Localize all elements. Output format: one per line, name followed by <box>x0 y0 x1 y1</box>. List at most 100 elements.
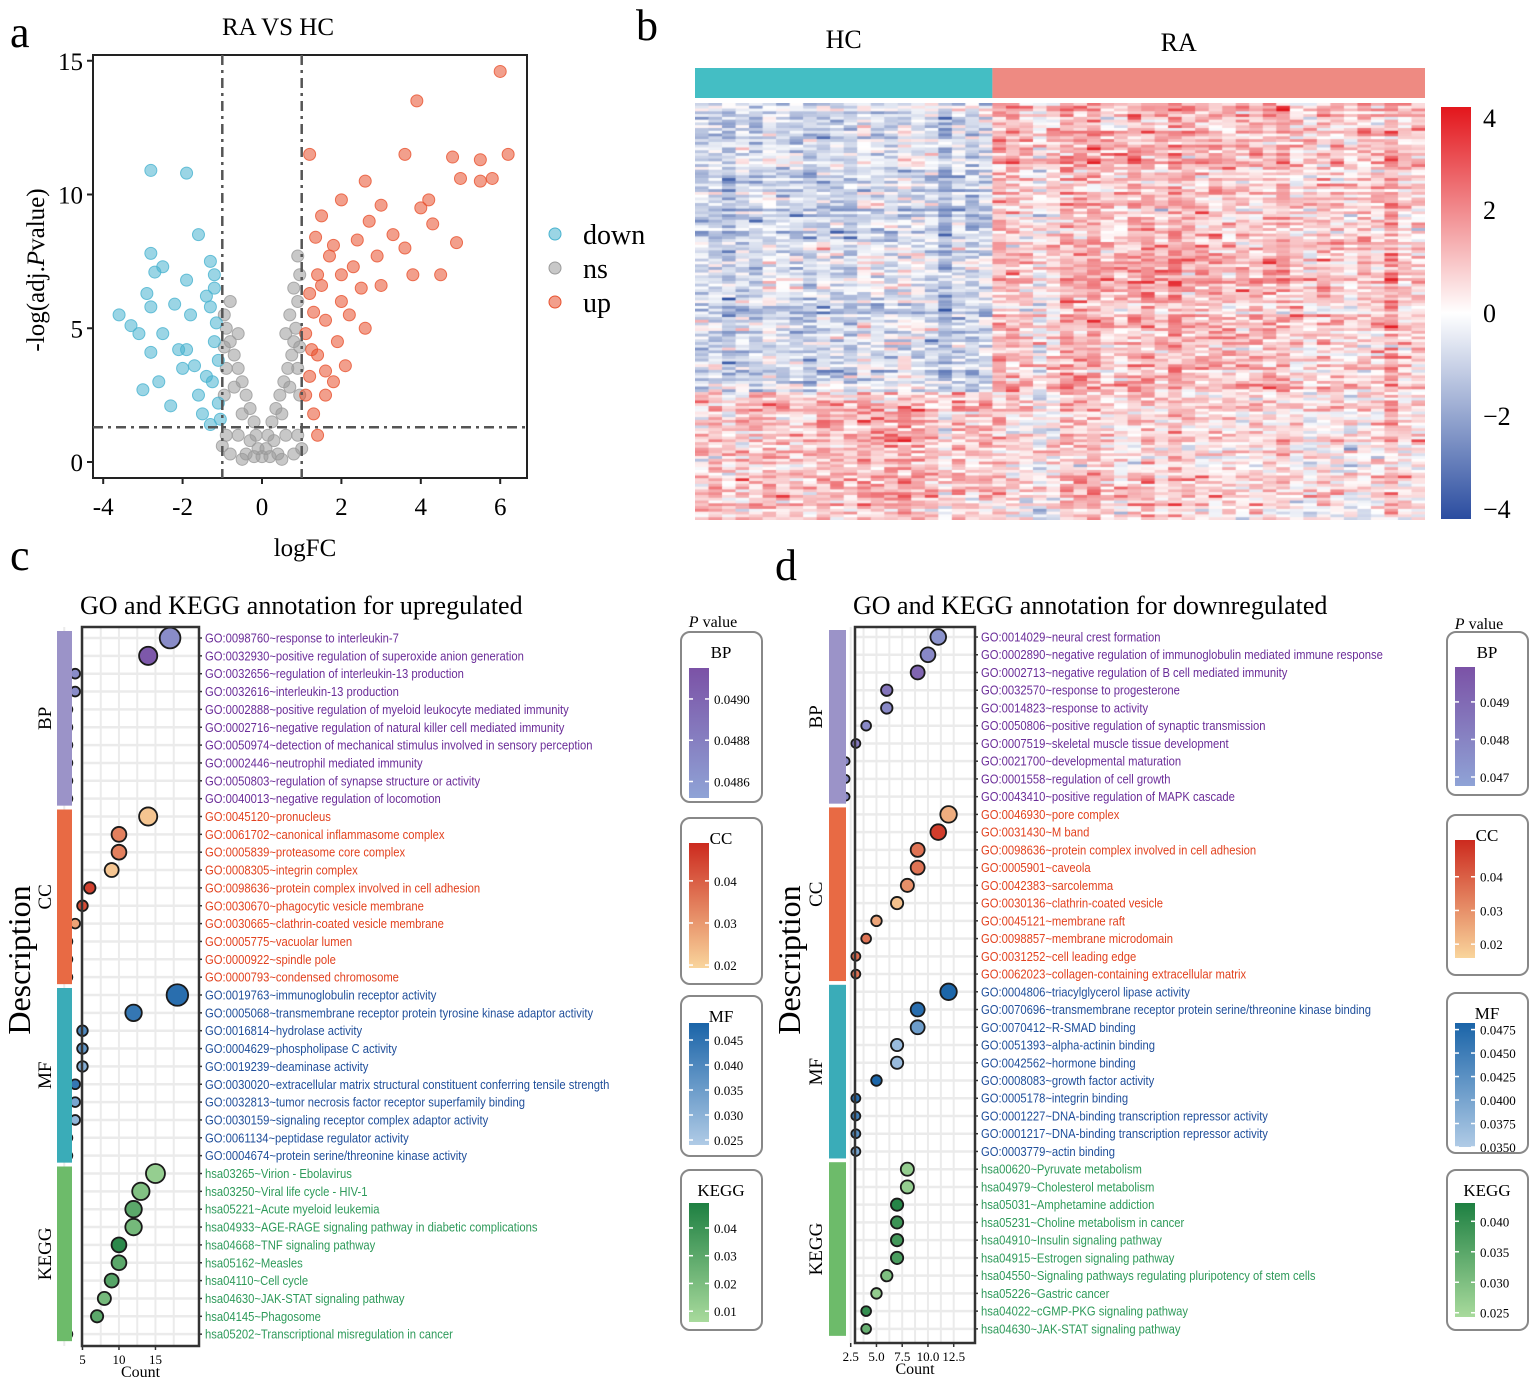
point-down <box>140 286 154 300</box>
term-label: GO:0019763~immunoglobulin receptor activ… <box>205 988 436 1003</box>
point-up <box>299 388 313 402</box>
colorbar-tick-label: 0 <box>1483 299 1496 328</box>
point-up <box>426 217 440 231</box>
point-up <box>322 249 336 263</box>
y-axis-label: Description <box>1 885 37 1034</box>
term-label: GO:0002888~positive regulation of myeloi… <box>205 702 569 717</box>
dot-bp <box>158 626 182 650</box>
point-ns <box>273 388 287 402</box>
plot-frame <box>80 625 201 1348</box>
point-down <box>168 297 182 311</box>
point-down <box>172 343 186 357</box>
legend-box-title: CC <box>1476 826 1499 845</box>
point-down <box>180 273 194 287</box>
term-label: GO:0045121~membrane raft <box>981 914 1126 929</box>
legend-tick-label: 0.047 <box>1480 770 1510 785</box>
point-up <box>307 305 321 319</box>
x-tick-label: 2 <box>335 494 348 521</box>
term-label: GO:0003779~actin binding <box>981 1144 1115 1159</box>
term-label: hsa00620~Pyruvate metabolism <box>981 1162 1142 1177</box>
category-label-mf: MF <box>35 1062 56 1089</box>
point-up <box>303 286 317 300</box>
x-tick-label: 15 <box>149 1352 162 1367</box>
group-bar-RA <box>992 68 1425 98</box>
term-label: hsa04110~Cell cycle <box>205 1274 309 1289</box>
legend-tick-label: 0.01 <box>714 1304 737 1319</box>
dot-kegg <box>890 1250 905 1265</box>
point-up <box>319 388 333 402</box>
point-up <box>326 238 340 252</box>
point-ns <box>287 281 301 295</box>
dotplot-title: GO and KEGG annotation for upregulated <box>80 591 523 620</box>
legend-tick-label: 0.045 <box>714 1033 743 1048</box>
legend-tick-label: 0.04 <box>714 874 737 889</box>
term-label: GO:0050806~positive regulation of synapt… <box>981 719 1265 734</box>
dot-kegg <box>860 1323 872 1335</box>
point-up <box>334 193 348 207</box>
term-label: GO:0014823~response to activity <box>981 701 1148 716</box>
term-label: GO:0001227~DNA-binding transcription rep… <box>981 1109 1268 1124</box>
dotplot-title: GO and KEGG annotation for downregulated <box>853 591 1327 620</box>
term-label: GO:0005839~proteasome core complex <box>205 845 405 860</box>
y-tick-label: 0 <box>71 450 84 477</box>
legend-tick-label: 0.035 <box>714 1083 743 1098</box>
point-up <box>303 369 317 383</box>
point-up <box>422 193 436 207</box>
term-label: hsa05162~Measles <box>205 1256 303 1271</box>
legend-box-title: MF <box>709 1007 734 1026</box>
legend-tick-label: 0.035 <box>1480 1245 1509 1260</box>
point-ns <box>227 348 241 362</box>
point-down <box>207 281 221 295</box>
dot-kegg <box>145 1163 166 1184</box>
point-up <box>473 153 487 167</box>
term-label: GO:0005068~transmembrane receptor protei… <box>205 1006 593 1021</box>
legend-box-title: BP <box>711 643 732 662</box>
dot-mf <box>939 982 958 1001</box>
point-ns <box>291 361 305 375</box>
dot-mf <box>870 1074 883 1087</box>
term-label: GO:0005901~caveola <box>981 861 1091 876</box>
dot-kegg <box>899 1161 915 1177</box>
term-label: GO:0050803~regulation of synapse structu… <box>205 774 480 789</box>
dot-kegg <box>131 1181 151 1201</box>
term-label: GO:0043410~positive regulation of MAPK c… <box>981 790 1235 805</box>
point-up <box>307 407 321 421</box>
dot-cc <box>909 859 926 876</box>
term-label: hsa04145~Phagosome <box>205 1309 321 1324</box>
x-tick-label: 5.0 <box>868 1349 884 1364</box>
y-tick-label: 15 <box>58 49 83 76</box>
dot-mf <box>909 1001 926 1018</box>
dot-kegg <box>870 1287 883 1300</box>
dot-cc <box>890 896 905 911</box>
point-up <box>330 335 344 349</box>
term-label: hsa05226~Gastric cancer <box>981 1286 1109 1301</box>
category-label-kegg: KEGG <box>806 1222 827 1275</box>
point-up <box>342 308 356 322</box>
point-down <box>203 254 217 268</box>
term-label: GO:0004806~triacylglycerol lipase activi… <box>981 985 1190 1000</box>
point-down <box>144 345 158 359</box>
legend-tick-label: 0.03 <box>1480 903 1503 918</box>
point-up <box>354 281 368 295</box>
dot-bp <box>919 646 937 664</box>
point-up <box>338 359 352 373</box>
dot-cc <box>899 877 915 893</box>
term-label: GO:0051393~alpha-actinin binding <box>981 1038 1155 1053</box>
point-up <box>315 278 329 292</box>
x-tick-label: 4 <box>415 494 428 521</box>
category-bar-kegg <box>57 1166 72 1342</box>
term-label: GO:0032813~tumor necrosis factor recepto… <box>205 1095 525 1110</box>
point-up <box>454 171 467 185</box>
term-label: GO:0030159~signaling receptor complex ad… <box>205 1113 488 1128</box>
dot-bp <box>909 664 926 681</box>
term-label: GO:0002890~negative regulation of immuno… <box>981 648 1383 663</box>
point-up <box>305 343 319 357</box>
point-ns <box>291 249 305 263</box>
term-label: GO:0030020~extracellular matrix structur… <box>205 1077 609 1092</box>
term-label: GO:0032930~positive regulation of supero… <box>205 649 524 664</box>
legend-tick-label: 0.030 <box>714 1108 743 1123</box>
legend-box-title: CC <box>710 829 733 848</box>
category-bar-mf <box>829 984 846 1159</box>
legend-tick-label: 0.0350 <box>1480 1140 1516 1155</box>
x-tick-label: 6 <box>494 494 507 521</box>
